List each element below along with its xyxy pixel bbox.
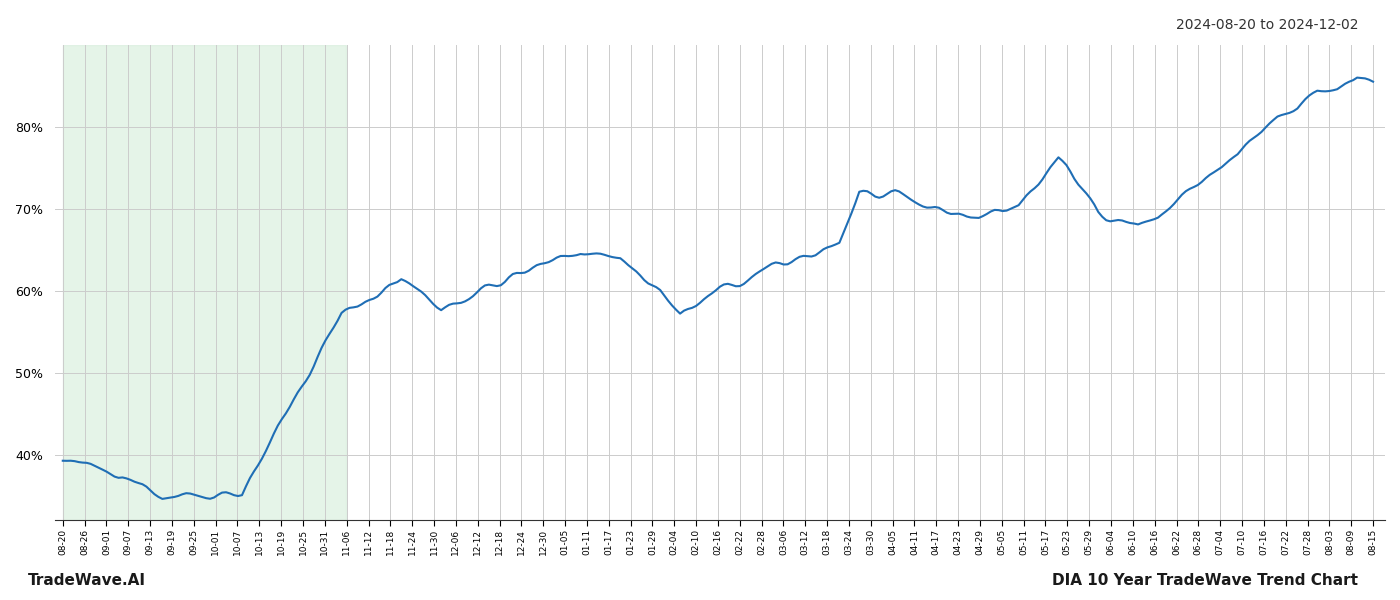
Text: DIA 10 Year TradeWave Trend Chart: DIA 10 Year TradeWave Trend Chart <box>1051 573 1358 588</box>
Text: 2024-08-20 to 2024-12-02: 2024-08-20 to 2024-12-02 <box>1176 18 1358 32</box>
Text: TradeWave.AI: TradeWave.AI <box>28 573 146 588</box>
Bar <box>63 45 346 520</box>
